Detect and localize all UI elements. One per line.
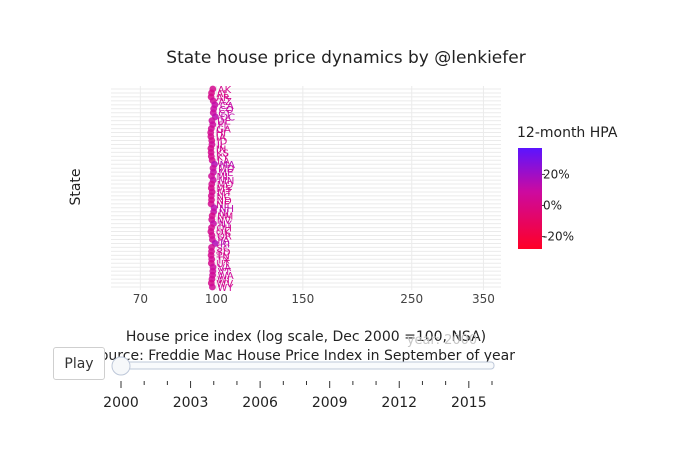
y-axis-title: State [68,168,84,205]
slider-year-label: 2006 [242,395,278,411]
data-label: MN [218,176,234,187]
data-label: TN [215,251,230,262]
data-label: AR [216,93,230,104]
slider-year-label: 2015 [451,395,487,411]
data-label: NM [217,212,233,223]
play-button[interactable]: Play [53,347,105,380]
slider-rail[interactable] [113,361,495,370]
colorbar-tick-label: 0% [543,198,562,212]
data-label: VT [218,267,232,278]
data-label: IA [216,133,226,144]
data-label: IN [216,144,226,155]
data-label: NH [219,204,234,215]
data-label: WV [216,279,233,290]
colorbar-ticks: 20% 0% -20% [542,167,574,244]
data-label: OK [216,228,231,239]
data-label: OH [217,224,232,235]
colorbar-gradient [518,148,542,249]
data-label: IL [217,140,226,151]
slider-year-label: 2012 [381,395,417,411]
data-label: UT [216,259,230,270]
x-tick-label: 70 [133,292,148,306]
data-label: RI [220,239,230,250]
data-label: ND [217,196,232,207]
data-label: WA [218,271,234,282]
data-label: LA [217,156,230,167]
plot-grid [111,86,501,290]
slider-year-label: 2009 [312,395,348,411]
colorbar: 12-month HPA 20% 0% -20% [517,125,618,249]
data-label: PA [217,235,229,246]
data-label: SD [217,247,231,258]
slider-ticks: 2000 2003 2006 2009 2012 2015 [103,381,493,411]
x-axis-ticks: 70 100 150 250 350 [133,292,495,306]
data-label: FL [218,121,230,132]
data-label: DC [220,113,235,124]
slider-year-label: 2003 [173,395,209,411]
year-slider[interactable]: 2000 2003 2006 2009 2012 2015 [103,356,495,411]
data-label: WI [217,275,230,286]
frame-year-label: year: 2000 [407,333,477,348]
data-label: SC [217,243,230,254]
x-tick-label: 100 [205,292,228,306]
data-point [208,283,216,291]
data-label: CA [220,101,234,112]
colorbar-tick-label: -20% [543,230,574,244]
data-label: MA [220,160,236,171]
data-label: DE [217,117,231,128]
data-label: NE [216,200,230,211]
data-label: ME [218,168,233,179]
colorbar-tick-label: 20% [543,167,570,181]
x-tick-label: 250 [400,292,423,306]
data-label: KY [216,152,229,163]
data-label: KS [216,148,229,159]
x-axis-title: House price index (log scale, Dec 2000 =… [126,329,486,345]
data-points: AKALARAZCACOCTDCDEFLGAHIIAIDILINKSKYLAMA… [207,85,235,294]
x-tick-label: 350 [472,292,495,306]
slider-year-label: 2000 [103,395,139,411]
data-label: AK [218,85,232,96]
data-label: ID [217,136,228,147]
data-label: NV [217,216,231,227]
data-label: NJ [219,208,229,219]
data-label: CO [219,105,234,116]
data-label: GA [216,125,231,136]
data-label: TX [216,255,230,266]
data-label: MS [216,184,231,195]
data-label: NC [216,192,230,203]
data-label: MI [217,172,229,183]
data-label: AZ [218,97,232,108]
source-note: Source: Freddie Mac House Price Index in… [91,348,515,364]
chart-title: State house price dynamics by @lenkiefer [166,48,525,68]
data-label: VA [218,263,231,274]
data-label: WY [217,283,234,294]
data-label: MO [217,180,234,191]
data-label: NY [218,220,232,231]
data-label: MT [217,188,233,199]
data-label: AL [217,89,230,100]
slider-handle[interactable] [111,356,131,376]
x-tick-label: 150 [291,292,314,306]
data-label: CT [218,109,232,120]
data-label: HI [216,129,226,140]
data-label: MD [218,164,235,175]
colorbar-title: 12-month HPA [517,125,618,141]
data-label: OR [217,232,232,243]
